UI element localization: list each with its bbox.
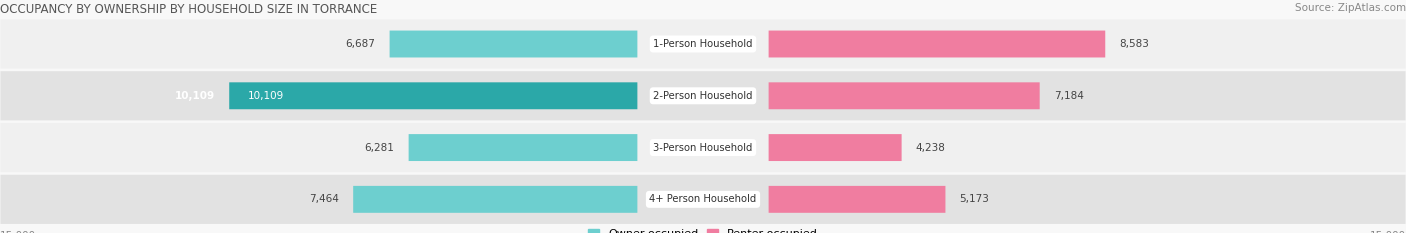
Text: 6,281: 6,281 <box>364 143 395 153</box>
Text: 5,173: 5,173 <box>959 194 990 204</box>
Text: 7,184: 7,184 <box>1053 91 1084 101</box>
FancyBboxPatch shape <box>389 31 637 58</box>
Text: 8,583: 8,583 <box>1119 39 1149 49</box>
Text: 7,464: 7,464 <box>309 194 339 204</box>
Text: 15,000: 15,000 <box>0 231 37 233</box>
Text: 6,687: 6,687 <box>346 39 375 49</box>
FancyBboxPatch shape <box>0 71 1406 120</box>
Text: 1-Person Household: 1-Person Household <box>654 39 752 49</box>
Text: 4,238: 4,238 <box>915 143 946 153</box>
Text: 3-Person Household: 3-Person Household <box>654 143 752 153</box>
Text: 10,109: 10,109 <box>247 91 284 101</box>
FancyBboxPatch shape <box>229 82 637 109</box>
FancyBboxPatch shape <box>769 31 1105 58</box>
FancyBboxPatch shape <box>769 134 901 161</box>
Text: 4+ Person Household: 4+ Person Household <box>650 194 756 204</box>
Text: 10,109: 10,109 <box>174 91 215 101</box>
Text: 2-Person Household: 2-Person Household <box>654 91 752 101</box>
Text: 15,000: 15,000 <box>1369 231 1406 233</box>
FancyBboxPatch shape <box>769 186 945 213</box>
FancyBboxPatch shape <box>0 175 1406 224</box>
FancyBboxPatch shape <box>353 186 637 213</box>
FancyBboxPatch shape <box>769 82 1039 109</box>
Legend: Owner-occupied, Renter-occupied: Owner-occupied, Renter-occupied <box>588 229 818 233</box>
FancyBboxPatch shape <box>409 134 637 161</box>
Text: OCCUPANCY BY OWNERSHIP BY HOUSEHOLD SIZE IN TORRANCE: OCCUPANCY BY OWNERSHIP BY HOUSEHOLD SIZE… <box>0 3 377 16</box>
Text: Source: ZipAtlas.com: Source: ZipAtlas.com <box>1295 3 1406 13</box>
FancyBboxPatch shape <box>0 19 1406 69</box>
FancyBboxPatch shape <box>0 123 1406 172</box>
